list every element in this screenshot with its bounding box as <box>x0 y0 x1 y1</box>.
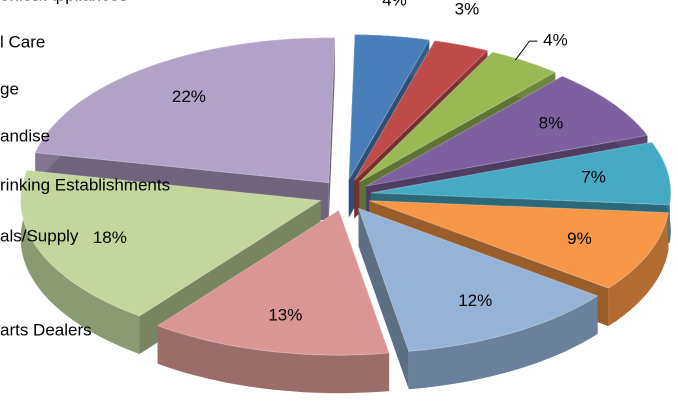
slice <box>366 75 649 187</box>
slice <box>369 200 669 289</box>
legend-text: andise <box>0 126 50 145</box>
slice <box>353 40 489 181</box>
legend-text: l Care <box>0 32 45 51</box>
slice <box>156 209 390 356</box>
data-label: 22% <box>172 87 206 106</box>
slice <box>357 207 599 352</box>
slice <box>34 37 336 184</box>
leader-line <box>515 40 538 61</box>
legend-text: onics/Appliances <box>0 0 128 4</box>
slice <box>20 169 323 317</box>
legend-text: als/Supply <box>0 226 79 245</box>
data-label: 18% <box>93 228 127 247</box>
data-label: 12% <box>458 291 492 310</box>
slice-side <box>328 37 335 221</box>
slice-side <box>408 295 598 390</box>
slice-side <box>157 325 390 394</box>
data-label: 7% <box>581 167 606 186</box>
data-label: 13% <box>268 305 302 324</box>
legend-text: arts Dealers <box>0 320 92 339</box>
slice <box>370 141 672 206</box>
slice-side <box>608 212 669 327</box>
slice <box>359 51 557 183</box>
data-label: 4% <box>543 31 568 50</box>
legend-text: ge <box>0 79 19 98</box>
slice-side <box>20 170 140 354</box>
data-label: 9% <box>567 229 592 248</box>
slice <box>348 34 430 180</box>
data-label: 4% <box>382 0 407 9</box>
legend-text: rinking Establishments <box>0 175 170 194</box>
slice-side <box>358 208 409 390</box>
data-label: 8% <box>539 113 564 132</box>
data-label: 3% <box>455 0 480 19</box>
